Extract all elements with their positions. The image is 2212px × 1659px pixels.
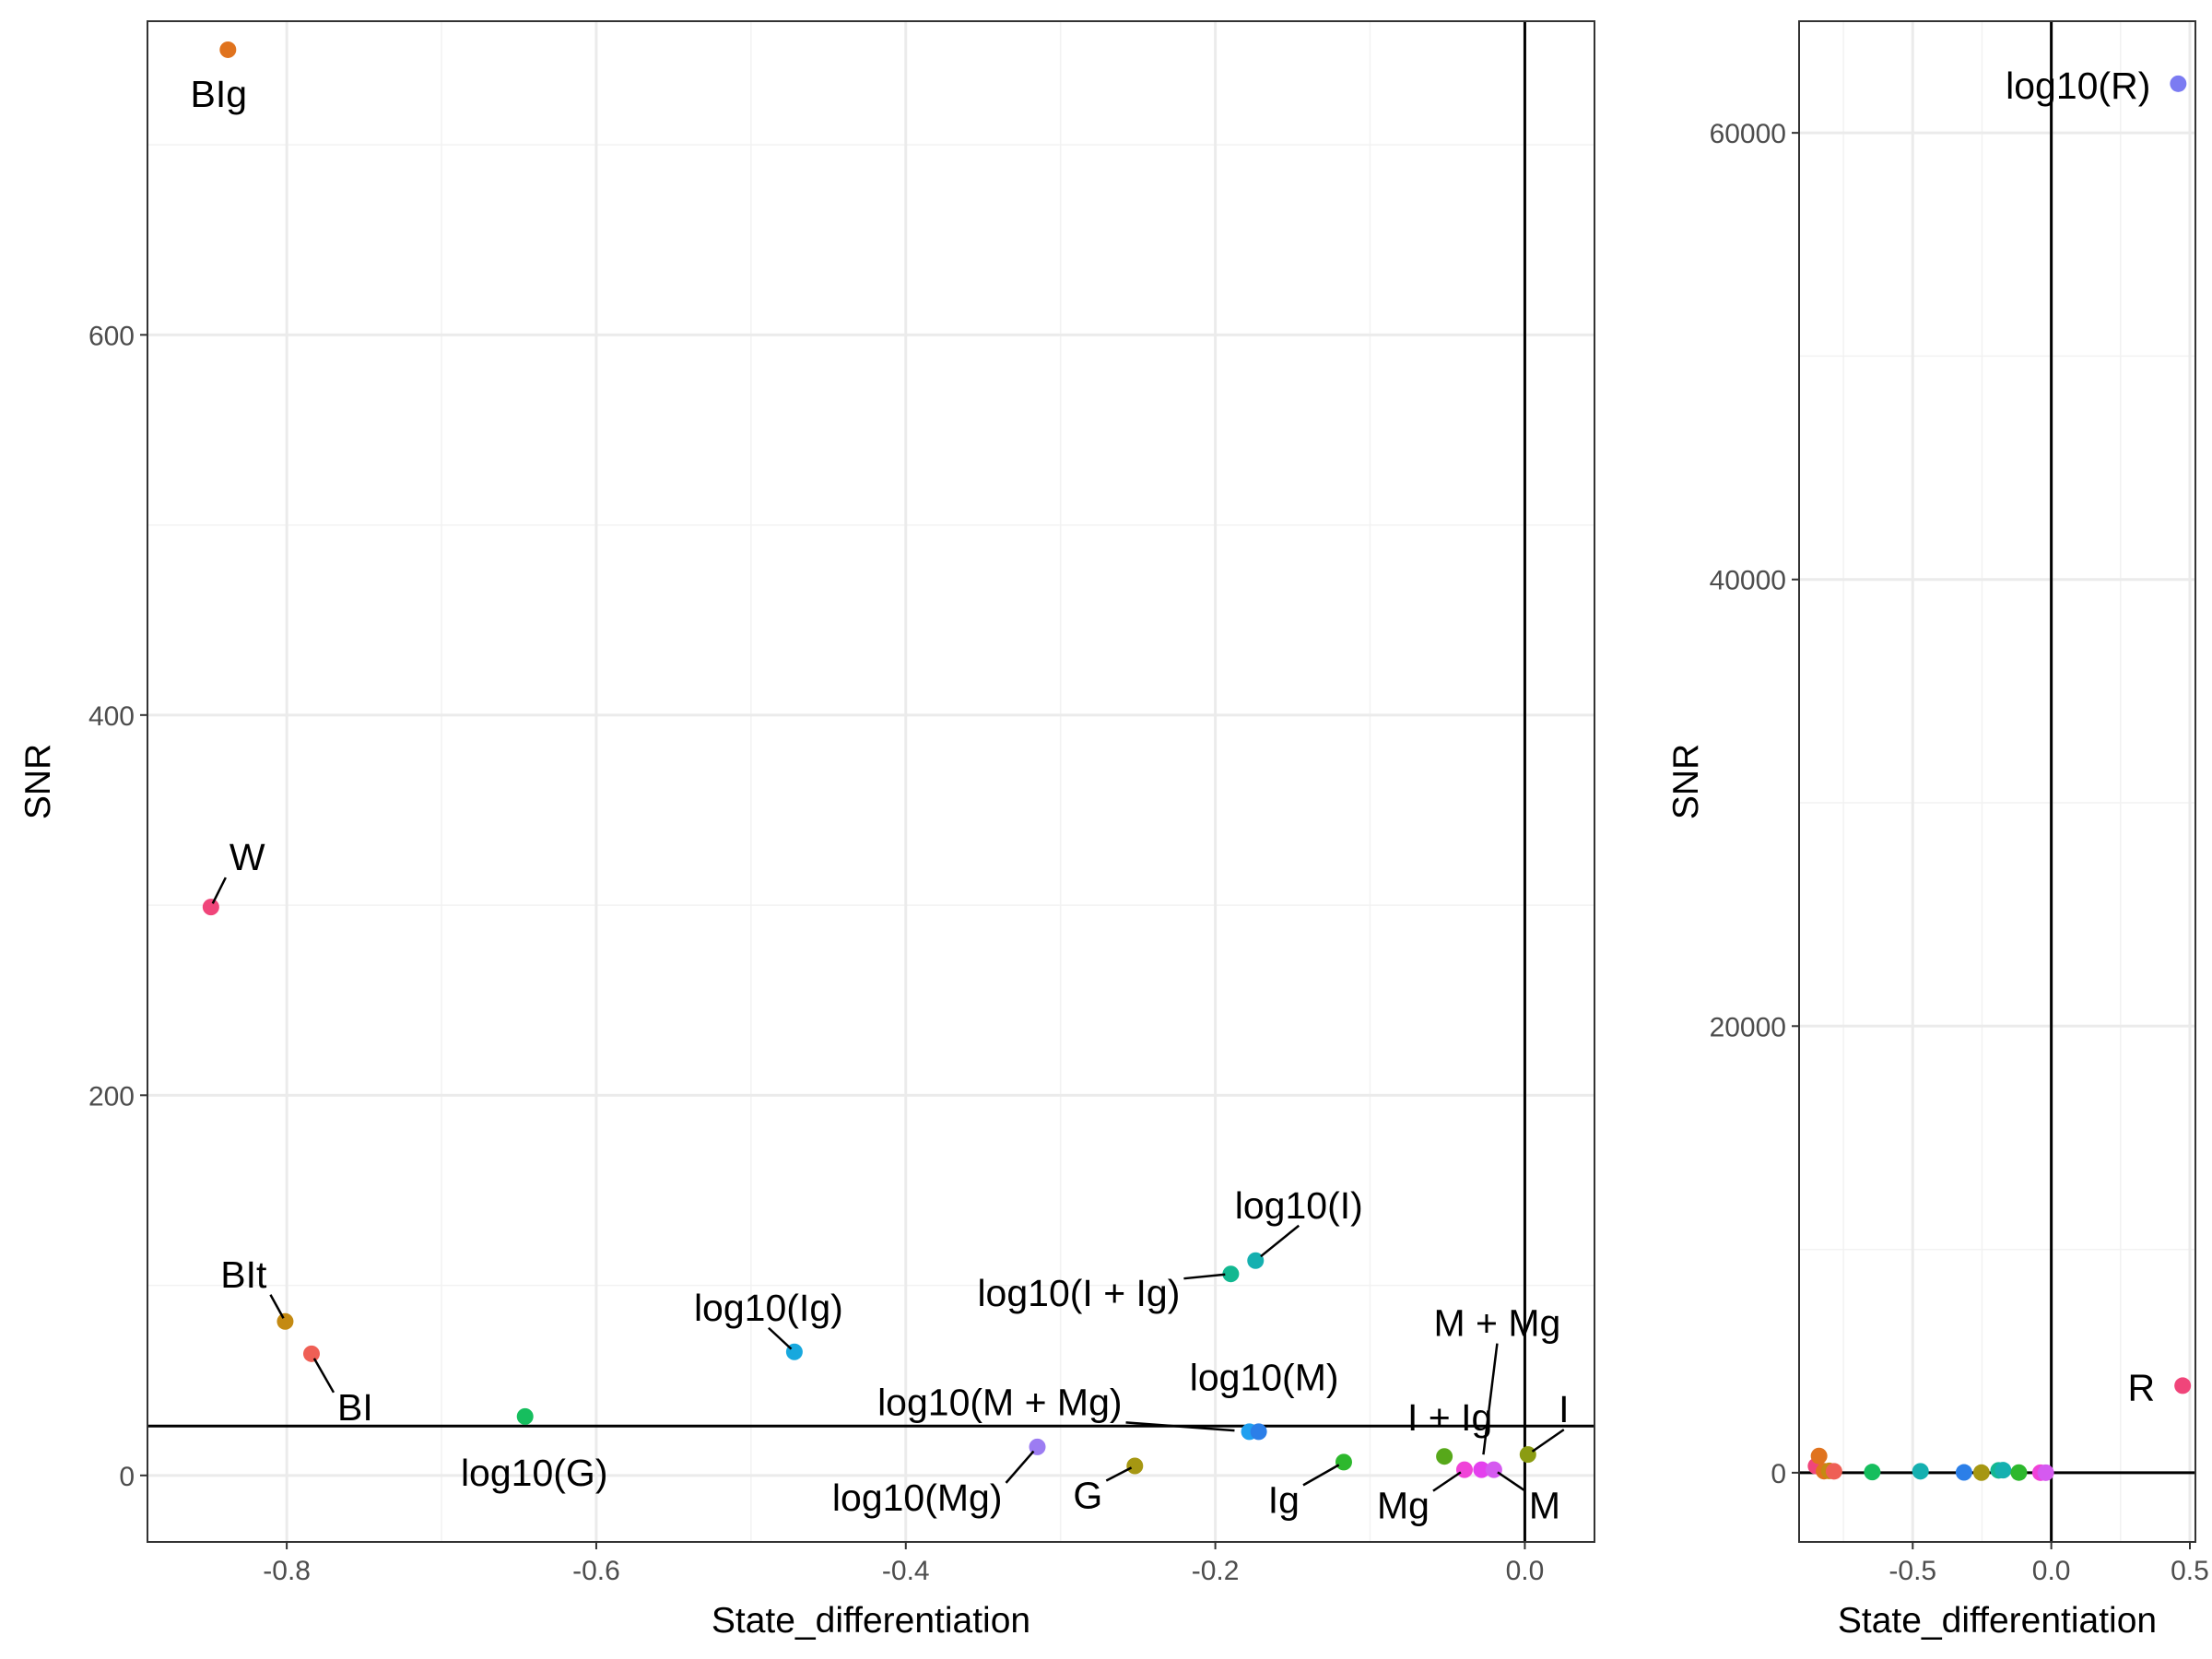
- left-y-tick-label: 200: [88, 1081, 135, 1112]
- right-point: [1972, 1464, 1990, 1481]
- left-label-m: M: [1529, 1485, 1560, 1527]
- left-label-log10-i: log10(I): [1235, 1184, 1363, 1227]
- left-x-tick-label: -0.6: [572, 1556, 620, 1586]
- right-x-tick-label: 0.5: [2171, 1556, 2209, 1586]
- right-label-log10-r: log10(R): [2006, 65, 2150, 107]
- left-leader-line-log10-i: [1260, 1224, 1300, 1258]
- left-label-i: I: [1559, 1388, 1569, 1430]
- right-panel-border: [1798, 20, 2196, 1543]
- left-panel-border: [147, 20, 1595, 1543]
- left-label-log10-ig: log10(Ig): [694, 1287, 843, 1329]
- left-label-log10-m: log10(M): [1190, 1356, 1339, 1398]
- left-point-i-ig: [1436, 1448, 1453, 1465]
- left-label-log10-mg: log10(Mg): [832, 1477, 1003, 1519]
- left-leader-line-w: [211, 877, 227, 904]
- left-label-bit: BIt: [220, 1253, 267, 1296]
- left-label-log10-i-ig: log10(I + Ig): [977, 1272, 1180, 1314]
- left-label-i-ig: I + Ig: [1407, 1396, 1492, 1439]
- left-point-mg: [1455, 1461, 1473, 1478]
- right-point: [1825, 1463, 1842, 1480]
- left-y-tick-label: 0: [119, 1462, 135, 1492]
- left-point-g: [1126, 1457, 1144, 1475]
- left-label-log10-m-mg: log10(M + Mg): [877, 1381, 1122, 1423]
- right-x-axis-title: State_differentiation: [1838, 1601, 2157, 1641]
- left-leader-line-mg: [1432, 1471, 1462, 1492]
- left-point-log10-i-ig: [1222, 1265, 1240, 1283]
- left-y-axis-title: SNR: [18, 744, 58, 819]
- right-point: [1955, 1464, 1972, 1481]
- left-point-m: [1485, 1461, 1502, 1478]
- left-leader-line-i: [1531, 1429, 1565, 1453]
- right-point: [1994, 1462, 2012, 1479]
- left-y-tick-label: 400: [88, 701, 135, 732]
- left-point-bi: [302, 1345, 320, 1362]
- left-x-tick-label: -0.8: [263, 1556, 311, 1586]
- left-point-bit: [276, 1312, 294, 1330]
- left-label-g: G: [1073, 1475, 1102, 1517]
- left-label-w: W: [229, 836, 265, 878]
- left-x-axis-title: State_differentiation: [712, 1601, 1030, 1641]
- left-leader-line-bit: [269, 1294, 285, 1319]
- right-label-r: R: [2128, 1366, 2156, 1408]
- left-leader-line-log10-mg: [1005, 1450, 1035, 1484]
- left-label-log10-g: log10(G): [461, 1452, 608, 1494]
- left-label-m-mg: M + Mg: [1434, 1302, 1561, 1345]
- right-y-tick-label: 40000: [1710, 566, 1786, 596]
- right-point: [1810, 1447, 1828, 1465]
- left-label-ig: Ig: [1268, 1478, 1300, 1521]
- left-point-i: [1519, 1446, 1536, 1464]
- left-point-m-mg: [1473, 1461, 1490, 1478]
- left-point-log10-i: [1247, 1252, 1265, 1269]
- right-point: [1864, 1464, 1881, 1481]
- left-point-log10-m: [1250, 1423, 1267, 1441]
- right-point-log10-r: [2170, 75, 2187, 92]
- right-point-r: [2174, 1377, 2192, 1394]
- left-leader-line-log10-m-mg: [1125, 1421, 1235, 1432]
- right-point: [2037, 1464, 2054, 1481]
- left-leader-line-log10-ig: [768, 1326, 793, 1350]
- left-point-big: [219, 41, 237, 58]
- left-point-w: [202, 899, 219, 916]
- right-y-axis-title: SNR: [1666, 744, 1706, 819]
- right-scatter-panel: -0.5 0.0 0.5 0 20000 40000 60000 State_differen…: [1666, 20, 2209, 1641]
- right-point: [1912, 1463, 1929, 1480]
- left-leader-line-g: [1105, 1466, 1133, 1482]
- left-x-tick-label: -0.4: [882, 1556, 930, 1586]
- left-scatter-panel: -0.8 -0.6 -0.4 -0.2 0.0 0 200 400 600 State_diffe…: [18, 20, 1595, 1641]
- left-x-tick-label: 0.0: [1506, 1556, 1545, 1586]
- left-point-log10-g: [516, 1407, 534, 1425]
- right-y-tick-label: 20000: [1710, 1012, 1786, 1042]
- left-leader-line-m-mg: [1482, 1343, 1499, 1455]
- right-x-tick-label: 0.0: [2032, 1556, 2071, 1586]
- right-y-tick-label: 0: [1771, 1459, 1786, 1489]
- left-y-tick-label: 600: [88, 321, 135, 351]
- left-leader-line-m: [1497, 1471, 1526, 1492]
- left-leader-line-bi: [312, 1358, 335, 1394]
- right-x-tick-label: -0.5: [1888, 1556, 1936, 1586]
- left-point-ig: [1335, 1453, 1352, 1471]
- left-label-bi: BI: [337, 1386, 373, 1429]
- left-label-mg: Mg: [1377, 1485, 1430, 1527]
- right-point: [2010, 1464, 2028, 1481]
- left-leader-line-log10-i-ig: [1183, 1273, 1226, 1280]
- left-x-tick-label: -0.2: [1192, 1556, 1240, 1586]
- left-label-big: BIg: [191, 73, 248, 115]
- left-leader-line-ig: [1302, 1464, 1340, 1487]
- right-y-tick-label: 60000: [1710, 119, 1786, 149]
